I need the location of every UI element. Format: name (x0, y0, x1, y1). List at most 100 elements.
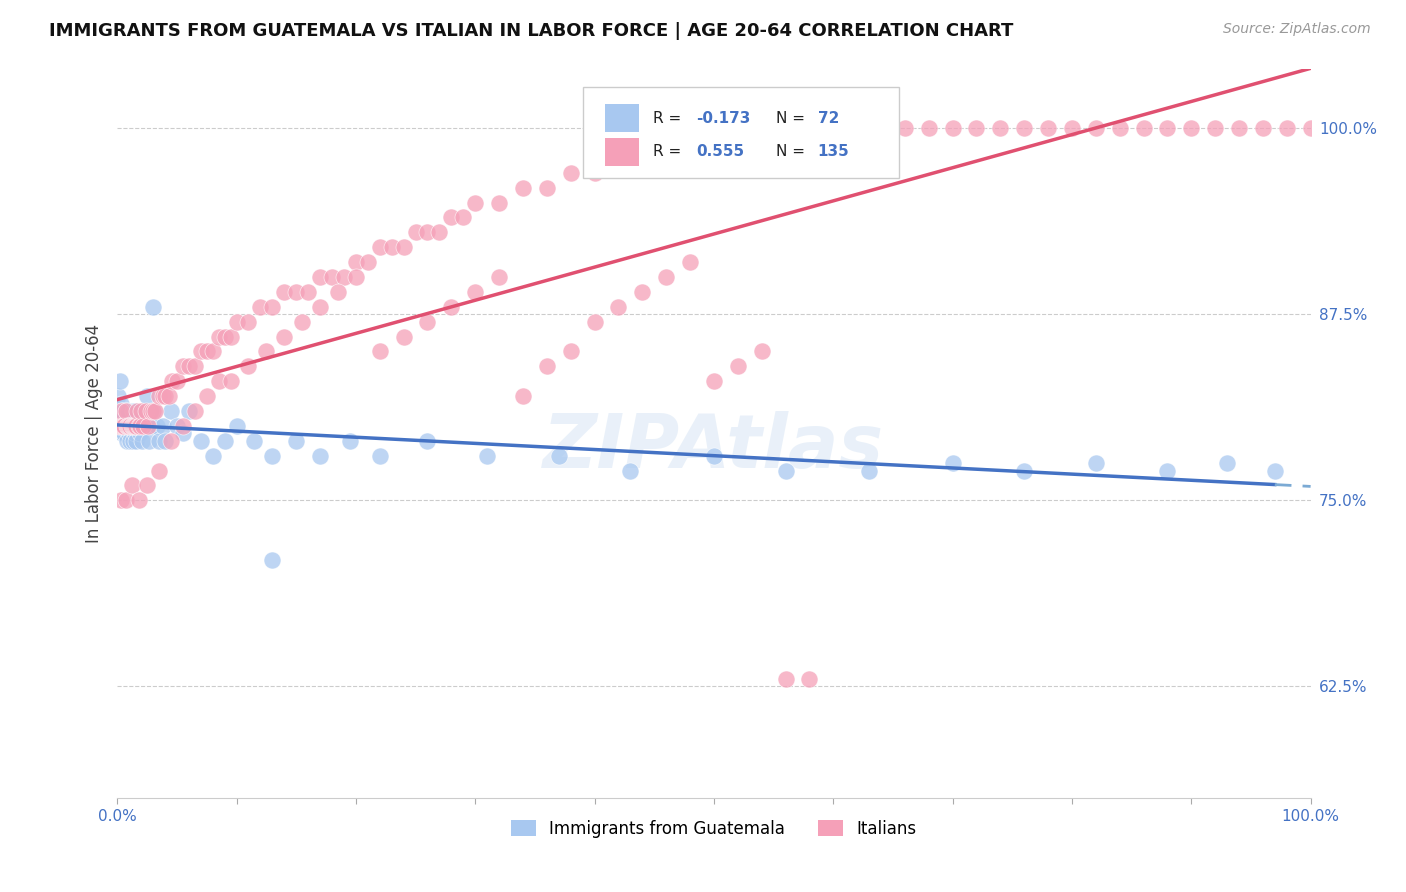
Point (166, 374, 188, 388)
Text: 72: 72 (818, 111, 839, 126)
Point (291, 315, 314, 329)
Point (440, 211, 463, 225)
Point (117, 404, 139, 418)
Point (195, 389, 218, 403)
Point (132, 418, 155, 433)
Text: N =: N = (776, 145, 810, 159)
Point (368, 240, 391, 254)
Point (128, 418, 150, 433)
Point (108, 418, 131, 433)
Point (214, 434, 236, 448)
Point (166, 418, 188, 433)
Point (120, 418, 142, 433)
Point (124, 426, 146, 441)
Point (392, 329, 415, 343)
Point (751, 344, 773, 359)
Point (273, 329, 295, 343)
Point (416, 315, 439, 329)
Point (1060, 121, 1083, 136)
FancyBboxPatch shape (606, 138, 638, 166)
Point (775, 672, 797, 686)
Point (368, 344, 391, 359)
Point (153, 389, 176, 403)
Point (160, 434, 183, 448)
Point (117, 418, 139, 433)
Point (1204, 121, 1226, 136)
Point (464, 195, 486, 210)
Point (703, 374, 725, 388)
Point (128, 493, 150, 508)
Point (440, 300, 463, 314)
Point (727, 359, 749, 374)
Point (127, 404, 149, 418)
Point (309, 270, 332, 285)
Point (112, 418, 135, 433)
Point (775, 464, 797, 478)
Point (631, 285, 654, 299)
Point (148, 434, 170, 448)
Point (121, 404, 143, 418)
Point (285, 285, 308, 299)
Point (1012, 464, 1035, 478)
Point (141, 418, 163, 433)
Point (160, 404, 183, 418)
Point (121, 434, 143, 448)
Point (416, 225, 439, 239)
Point (139, 404, 162, 418)
Point (172, 426, 194, 441)
Point (136, 389, 159, 403)
Point (262, 300, 284, 314)
Point (107, 389, 129, 403)
Point (870, 121, 893, 136)
Point (536, 359, 558, 374)
Point (1275, 121, 1298, 136)
Point (858, 464, 880, 478)
Point (110, 418, 132, 433)
Point (254, 344, 277, 359)
Point (894, 121, 917, 136)
Point (655, 136, 678, 150)
Point (135, 404, 157, 418)
Point (125, 434, 148, 448)
Point (799, 672, 821, 686)
Point (405, 225, 427, 239)
Point (751, 121, 773, 136)
Point (512, 389, 534, 403)
Point (1251, 121, 1274, 136)
FancyBboxPatch shape (606, 104, 638, 132)
Point (112, 426, 135, 441)
Point (172, 359, 194, 374)
Point (214, 329, 236, 343)
Y-axis label: In Labor Force | Age 20-64: In Labor Force | Age 20-64 (86, 324, 103, 543)
Point (195, 344, 218, 359)
Point (201, 449, 224, 463)
Point (143, 404, 166, 418)
Legend: Immigrants from Guatemala, Italians: Immigrants from Guatemala, Italians (505, 814, 924, 845)
Point (249, 300, 271, 314)
Point (124, 418, 146, 433)
Point (381, 240, 404, 254)
Point (142, 300, 165, 314)
Point (145, 418, 167, 433)
Point (965, 121, 987, 136)
Point (1216, 456, 1239, 470)
Point (117, 418, 139, 433)
Point (918, 121, 941, 136)
Point (679, 255, 702, 269)
Point (201, 344, 224, 359)
Point (124, 404, 146, 418)
Point (207, 374, 229, 388)
Point (110, 493, 132, 508)
Point (118, 418, 141, 433)
Point (207, 329, 229, 343)
Point (157, 389, 180, 403)
Point (429, 225, 451, 239)
Point (136, 478, 159, 492)
Point (512, 180, 534, 194)
Text: ZIPAtlas: ZIPAtlas (543, 411, 884, 484)
Point (475, 449, 498, 463)
Point (129, 418, 152, 433)
Point (111, 418, 134, 433)
Point (607, 151, 630, 165)
Point (120, 418, 142, 433)
